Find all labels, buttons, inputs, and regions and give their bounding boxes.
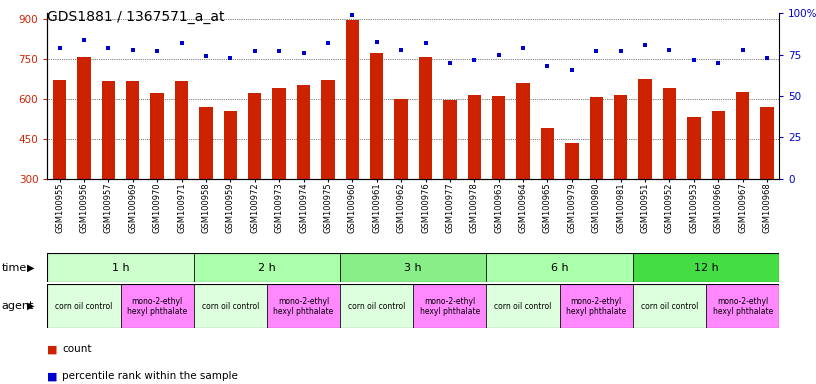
Bar	[53, 80, 66, 179]
Text: mono-2-ethyl
hexyl phthalate: mono-2-ethyl hexyl phthalate	[566, 296, 627, 316]
Text: 2 h: 2 h	[258, 263, 276, 273]
Bar	[614, 95, 628, 179]
Text: 6 h: 6 h	[551, 263, 569, 273]
Bar	[712, 111, 725, 179]
Text: mono-2-ethyl
hexyl phthalate: mono-2-ethyl hexyl phthalate	[419, 296, 480, 316]
Bar	[297, 85, 310, 179]
Point	[273, 48, 286, 55]
Bar	[443, 100, 457, 179]
Point	[297, 50, 310, 56]
Point	[322, 40, 335, 46]
Text: corn oil control: corn oil control	[55, 302, 113, 311]
Bar	[590, 97, 603, 179]
Text: corn oil control: corn oil control	[641, 302, 698, 311]
Bar	[468, 95, 481, 179]
Point	[151, 48, 164, 55]
Point	[468, 56, 481, 63]
Point	[565, 66, 579, 73]
Text: time: time	[2, 263, 27, 273]
Bar	[394, 99, 408, 179]
Bar	[663, 88, 676, 179]
Bar	[199, 107, 213, 179]
Point	[663, 47, 676, 53]
Bar	[267, 284, 340, 328]
Bar	[633, 284, 706, 328]
Point	[712, 60, 725, 66]
Bar	[736, 92, 749, 179]
Bar	[346, 20, 359, 179]
Text: ▶: ▶	[27, 263, 34, 273]
Point	[614, 48, 628, 55]
Point	[419, 40, 432, 46]
Point	[443, 60, 456, 66]
Text: percentile rank within the sample: percentile rank within the sample	[62, 371, 238, 381]
Bar	[761, 107, 774, 179]
Bar	[565, 142, 579, 179]
Bar	[541, 128, 554, 179]
Bar	[175, 81, 188, 179]
Point	[590, 48, 603, 55]
Bar	[47, 253, 193, 282]
Bar	[370, 53, 384, 179]
Bar	[248, 93, 261, 179]
Text: corn oil control: corn oil control	[202, 302, 259, 311]
Text: 12 h: 12 h	[694, 263, 718, 273]
Point	[687, 56, 700, 63]
Bar	[340, 253, 486, 282]
Text: mono-2-ethyl
hexyl phthalate: mono-2-ethyl hexyl phthalate	[712, 296, 773, 316]
Point	[53, 45, 66, 51]
Bar	[419, 57, 432, 179]
Bar	[224, 111, 237, 179]
Point	[517, 45, 530, 51]
Bar	[121, 284, 193, 328]
Text: agent: agent	[2, 301, 34, 311]
Point	[224, 55, 237, 61]
Point	[199, 53, 212, 60]
Text: mono-2-ethyl
hexyl phthalate: mono-2-ethyl hexyl phthalate	[273, 296, 334, 316]
Bar	[486, 253, 633, 282]
Bar	[638, 79, 652, 179]
Text: 3 h: 3 h	[405, 263, 422, 273]
Bar	[78, 57, 91, 179]
Bar	[193, 253, 340, 282]
Text: corn oil control: corn oil control	[348, 302, 406, 311]
Point	[346, 12, 359, 18]
Bar	[560, 284, 633, 328]
Bar	[47, 284, 121, 328]
Point	[761, 55, 774, 61]
Point	[248, 48, 261, 55]
Text: GDS1881 / 1367571_a_at: GDS1881 / 1367571_a_at	[47, 10, 225, 23]
Text: 1 h: 1 h	[112, 263, 129, 273]
Text: ■: ■	[47, 344, 61, 354]
Point	[639, 42, 652, 48]
Text: ■: ■	[47, 371, 61, 381]
Bar	[633, 253, 779, 282]
Point	[102, 45, 115, 51]
Bar	[150, 93, 164, 179]
Point	[736, 47, 749, 53]
Bar	[322, 80, 335, 179]
Bar	[126, 81, 140, 179]
Bar	[517, 83, 530, 179]
Text: count: count	[62, 344, 91, 354]
Bar	[413, 284, 486, 328]
Text: corn oil control: corn oil control	[494, 302, 552, 311]
Point	[492, 52, 505, 58]
Point	[395, 47, 408, 53]
Point	[541, 63, 554, 70]
Bar	[193, 284, 267, 328]
Text: mono-2-ethyl
hexyl phthalate: mono-2-ethyl hexyl phthalate	[127, 296, 187, 316]
Bar	[706, 284, 779, 328]
Bar	[273, 88, 286, 179]
Point	[78, 37, 91, 43]
Bar	[340, 284, 413, 328]
Bar	[486, 284, 560, 328]
Point	[126, 47, 140, 53]
Bar	[492, 96, 505, 179]
Bar	[102, 81, 115, 179]
Text: ▶: ▶	[27, 301, 34, 311]
Point	[370, 38, 384, 45]
Point	[175, 40, 188, 46]
Bar	[687, 117, 701, 179]
